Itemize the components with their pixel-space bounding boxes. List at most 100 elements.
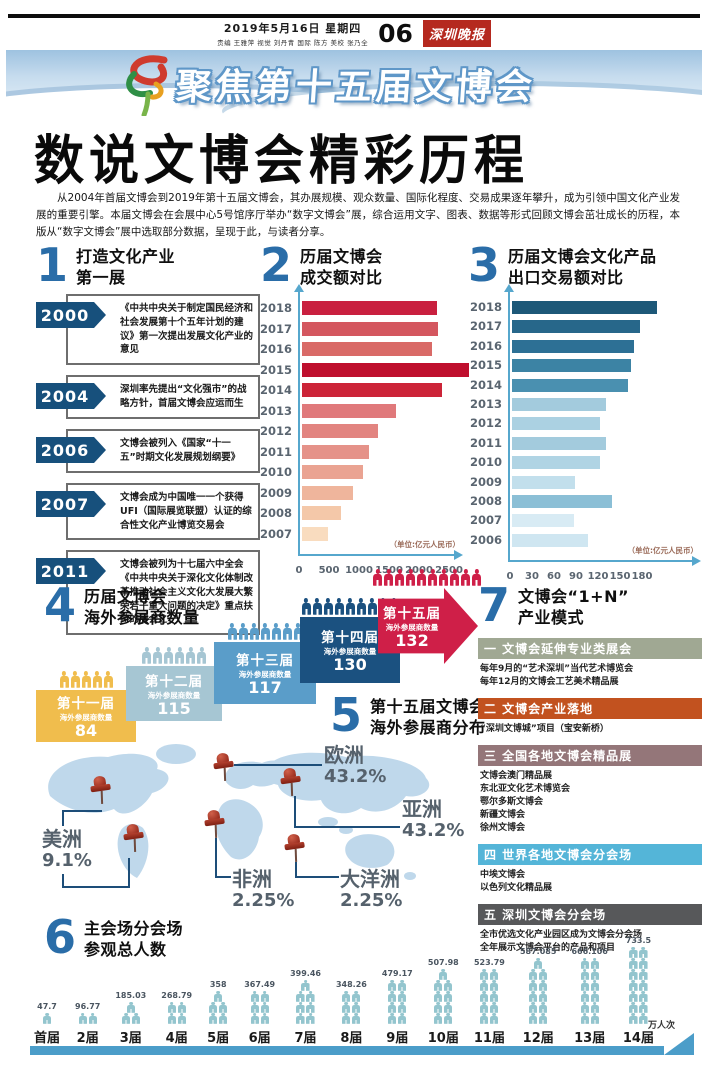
picto-row [433,991,453,1002]
bar [512,456,600,470]
x-axis-tick: 90 [569,571,583,582]
y-axis-label: 2011 [469,435,502,450]
connector-line [62,886,130,888]
picto-row [341,1002,361,1013]
picto-row [433,1002,453,1013]
section7: 7 文博会“1+N” 产业模式 一 文博会延伸专业类展会 每年9月的“艺术深圳”… [478,582,702,955]
timeline-item: 2006 文博会被列入《国家“十一五”时期文化发展规划纲要》 [36,429,260,474]
picto-column: 367.49 6届 [244,980,275,1046]
group-header-1: 一 文博会延伸专业类展会 [478,637,702,659]
section3-title-line2: 出口交易额对比 [508,267,624,287]
person-icon [480,980,489,991]
bars [302,301,469,547]
section4-header: 4 历届文博会 海外参展商数量 [44,582,200,629]
person-icon [42,1013,52,1024]
picto-row [341,1013,361,1024]
person-icon [406,569,416,587]
person-icon [480,991,489,1002]
stair-block-12th: 第十二届 海外参展商数量 115 [126,666,222,721]
picto-icons [42,1013,52,1024]
y-axis-label: 2012 [469,416,502,431]
picto-row [438,969,448,980]
section6-header: 6 主会场分会场 参观总人数 [44,914,184,961]
connector-line [215,876,231,878]
region-label-europe: 欧洲 43.2% [324,744,386,788]
picto-row [628,969,648,980]
y-axis-label: 2017 [259,321,292,336]
picto-value: 96.77 [75,1002,101,1011]
bars [512,301,657,553]
person-icon [282,623,292,641]
person-icon [323,598,333,616]
person-icon [131,1013,140,1024]
picto-value: 185.03 [115,991,147,1000]
section1-number: 1 [36,238,69,292]
person-icon [590,980,599,991]
bar [512,397,606,411]
timeline-item: 2011 文博会被列为十七届六中全会《中共中央关于深化文化体制改革推动社会主义文… [36,550,260,636]
picto-row [167,1002,187,1013]
picto-row [479,1013,499,1024]
y-axis-label: 2014 [469,377,502,392]
picto-value: 733.5 [625,936,652,945]
y-axis-label: 2016 [259,342,292,356]
y-axis-label: 2015 [259,362,292,377]
person-icon [529,1013,538,1024]
y-axis-label: 2013 [259,403,292,418]
bar [302,301,437,315]
section6-title-line1: 主会场分会场 [84,919,184,938]
pin-south-america-icon [121,823,147,856]
picto-value: 507.98 [427,958,459,967]
group-line: 文博会澳门精品展 [480,770,553,781]
group-line: 每年9月的“艺术深圳”当代艺术博览会 [480,663,634,674]
x-axis [298,550,463,560]
person-icon [342,1013,351,1024]
person-icon [121,1013,130,1024]
y-axis-label: 2008 [469,493,502,508]
region-label-oceania: 大洋洲 2.25% [340,868,402,912]
person-icon [92,671,102,689]
picto-row [126,1002,136,1013]
timeline-item: 2004 深圳率先提出“文化强市”的战略方针，首届文博会应运而生 [36,375,260,420]
x-axis-tick: 150 [609,571,631,582]
person-icon [301,980,310,991]
group-lines-3: 文博会澳门精品展 东北亚文化艺术博览会 鄂尔多斯文博会 新疆文博会 徐州文博会 [478,766,702,835]
section5-title-line1: 第十五届文博会 [370,697,486,716]
person-icon [539,969,548,980]
person-icon [388,980,397,991]
picto-column: 399.46 7届 [290,969,321,1046]
picto-row [528,1002,548,1013]
picto-row [341,991,361,1002]
y-axis-label: 2009 [259,485,292,500]
person-icon [219,1002,228,1013]
person-icon [88,1013,97,1024]
person-icon [629,969,638,980]
person-icon [296,1013,305,1024]
person-icon [186,647,196,665]
group-lines-5: 全市优选文化产业园区成为文博会分会场 全年展示文博会平台的产品和项目 [478,925,702,955]
bar [302,444,369,459]
picto-row [301,980,311,991]
picto-row [628,958,648,969]
section2-header: 2 历届文博会 成交额对比 [260,242,383,289]
picto-row [433,1013,453,1024]
person-icon [490,1013,499,1024]
timeline-text: 文博会被列入《国家“十一五”时期文化发展规划纲要》 [66,429,260,474]
section1-title-line1: 打造文化产业 [76,247,176,266]
pin-oceania-icon [282,833,308,866]
person-icon [580,969,589,980]
section7-title: 文博会“1+N” 产业模式 [518,586,629,629]
picto-column: 185.03 3届 [115,991,146,1046]
person-icon [209,1013,218,1024]
person-icon [395,569,405,587]
picto-value: 348.26 [335,980,367,989]
newspaper-logo: 深圳晚报 [422,20,491,47]
person-icon [461,569,471,587]
person-icon [175,647,185,665]
stair-block-name: 第十四届 [321,630,379,647]
timeline-year-tag: 2007 [36,491,106,518]
x-axis-tick: 500 [318,565,340,576]
timeline-year-tag: 2004 [36,383,106,410]
person-icon [78,1013,87,1024]
